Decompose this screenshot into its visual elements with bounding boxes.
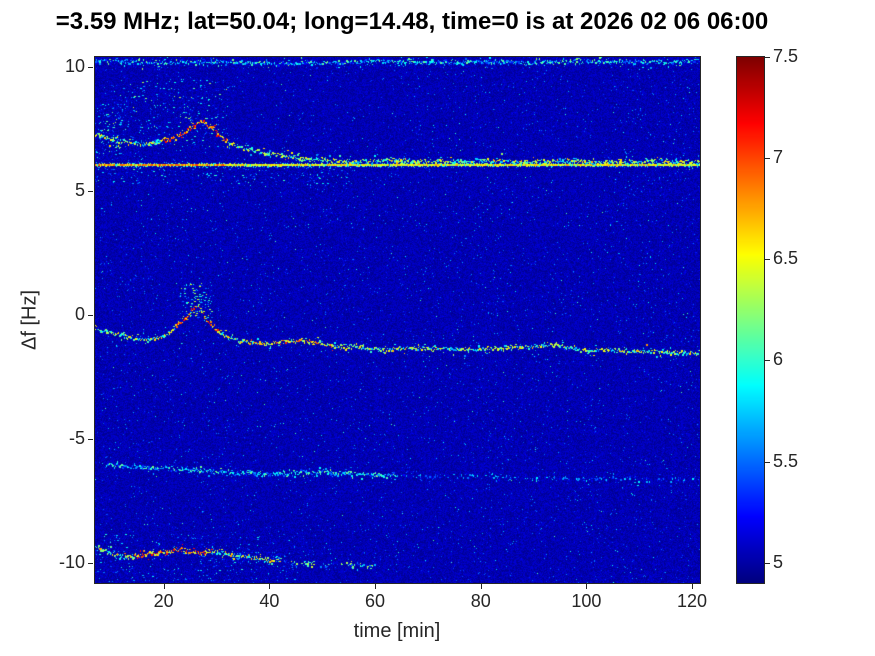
plot-title: =3.59 MHz; lat=50.04; long=14.48, time=0… bbox=[55, 8, 769, 35]
y-tick-mark bbox=[88, 563, 93, 565]
colorbar-tick-label: 5.5 bbox=[773, 450, 799, 471]
y-tick-label: 5 bbox=[74, 179, 85, 200]
colorbar-tick-label: 7.5 bbox=[773, 46, 799, 66]
x-tick-label: 40 bbox=[259, 591, 280, 611]
y-tick-mark bbox=[88, 315, 93, 317]
y-tick-label: -10 bbox=[58, 552, 85, 573]
x-tick-label: 120 bbox=[677, 591, 708, 611]
x-tick-mark bbox=[375, 584, 377, 589]
x-tick-mark bbox=[692, 584, 694, 589]
plot-area bbox=[94, 56, 701, 584]
x-axis-label: time [min] bbox=[353, 620, 441, 642]
x-tick-mark bbox=[586, 584, 588, 589]
x-tick-label: 60 bbox=[365, 591, 386, 611]
y-tick-mark bbox=[88, 439, 93, 441]
x-tick-mark bbox=[480, 584, 482, 589]
x-tick-label: 80 bbox=[470, 591, 491, 611]
colorbar-tick-mark bbox=[765, 158, 770, 160]
colorbar-tick-label: 6.5 bbox=[773, 248, 799, 269]
colorbar-tick-mark bbox=[765, 57, 770, 58]
colorbar bbox=[736, 56, 765, 584]
y-tick-mark bbox=[88, 66, 93, 68]
x-tick-label: 20 bbox=[153, 591, 174, 611]
colorbar-tick-label: 6 bbox=[773, 349, 784, 370]
colorbar-tick-mark bbox=[765, 360, 770, 362]
x-tick-mark bbox=[163, 584, 165, 589]
y-tick-label: -5 bbox=[68, 428, 85, 449]
y-tick-label: 10 bbox=[64, 55, 85, 76]
y-tick-mark bbox=[88, 190, 93, 192]
colorbar-tick-label: 5 bbox=[773, 551, 784, 572]
heatmap-canvas bbox=[95, 57, 700, 583]
colorbar-tick-mark bbox=[765, 562, 770, 564]
x-tick-label: 100 bbox=[571, 591, 602, 611]
colorbar-canvas bbox=[737, 57, 764, 583]
colorbar-tick-mark bbox=[765, 461, 770, 463]
y-tick-label: 0 bbox=[74, 304, 85, 325]
colorbar-tick-label: 7 bbox=[773, 147, 784, 168]
colorbar-tick-mark bbox=[765, 259, 770, 261]
x-tick-mark bbox=[269, 584, 271, 589]
